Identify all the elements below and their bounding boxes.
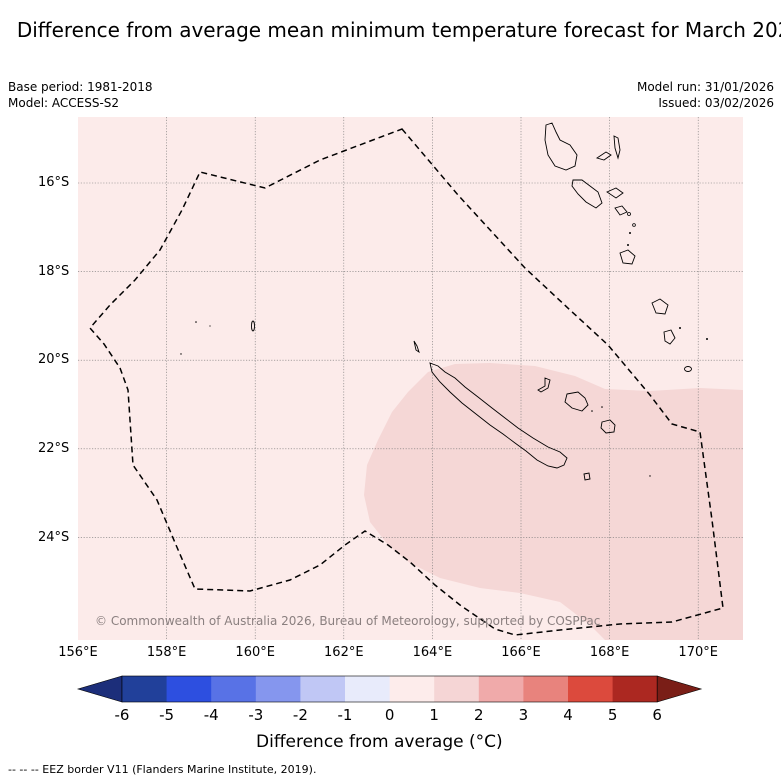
- tanna: [663, 329, 676, 345]
- lat-label-22s: 22°S: [38, 441, 70, 456]
- belep-islands: [413, 340, 420, 354]
- small-islet: [679, 327, 681, 329]
- colorbar-segment: [389, 676, 435, 702]
- colorbar-extend-low: [76, 675, 123, 703]
- eez-legend-note: -- -- -- EEZ border V11 (Flanders Marine…: [8, 763, 317, 776]
- colorbar: [76, 675, 703, 703]
- lon-label-156e: 156°E: [58, 645, 98, 660]
- colorbar-outline: [121, 675, 658, 703]
- lat-label-24s: 24°S: [38, 530, 70, 545]
- colorbar-tick-label: 0: [384, 706, 395, 724]
- small-islet: [649, 475, 651, 477]
- maewo-pentecost: [613, 135, 621, 160]
- malekula: [571, 179, 603, 209]
- meta-left: Base period: 1981-2018 Model: ACCESS-S2: [8, 79, 153, 111]
- espiritu-santo: [544, 122, 578, 171]
- aneityum: [684, 366, 692, 372]
- erromango: [651, 298, 669, 315]
- small-islet: [627, 244, 629, 246]
- ambrym: [606, 187, 624, 199]
- efate: [619, 249, 636, 265]
- lat-label-16s: 16°S: [38, 175, 70, 190]
- colorbar-segment: [122, 676, 168, 702]
- colorbar-segment: [434, 676, 480, 702]
- colorbar-tick-label: -2: [292, 706, 308, 724]
- colorbar-segment: [300, 676, 346, 702]
- issued-date: Issued: 03/02/2026: [658, 96, 774, 110]
- colorbar-segment: [523, 676, 569, 702]
- small-islet: [632, 223, 636, 227]
- small-islet: [706, 338, 708, 340]
- lon-label-164e: 164°E: [412, 645, 453, 660]
- lon-label-168e: 168°E: [589, 645, 630, 660]
- ambae: [595, 151, 612, 161]
- colorbar-segment: [255, 676, 301, 702]
- mare-island: [600, 419, 616, 434]
- epi-shepherd: [614, 205, 628, 216]
- model-run: Model run: 31/01/2026: [636, 80, 774, 94]
- lon-label-158e: 158°E: [146, 645, 187, 660]
- lat-label-20s: 20°S: [38, 352, 70, 367]
- colorbar-extend-high: [656, 675, 703, 703]
- colorbar-tick-label: 3: [518, 706, 529, 724]
- model-name: Model: ACCESS-S2: [8, 96, 120, 110]
- small-islet: [591, 410, 593, 412]
- colorbar-segment: [211, 676, 257, 702]
- gridlines: [78, 117, 743, 640]
- small-islet: [629, 232, 631, 234]
- anomaly-region-1-2C: [364, 363, 743, 640]
- colorbar-title: Difference from average (°C): [256, 732, 503, 752]
- small-islet: [627, 212, 631, 216]
- colorbar-segment: [166, 676, 212, 702]
- new-caledonia-main-island: [429, 362, 568, 469]
- colorbar-tick-label: 4: [563, 706, 573, 724]
- lon-label-170e: 170°E: [678, 645, 718, 660]
- lon-label-166e: 166°E: [501, 645, 541, 660]
- eez-border: [89, 128, 724, 636]
- small-islet: [195, 321, 197, 323]
- copyright-notice: © Commonwealth of Australia 2026, Bureau…: [95, 614, 601, 628]
- isle-of-pines: [583, 472, 591, 481]
- lon-label-162e: 162°E: [324, 645, 364, 660]
- chart-title: Difference from average mean minimum tem…: [16, 18, 781, 42]
- colorbar-tick-label: -6: [114, 706, 130, 724]
- colorbar-segment: [345, 676, 391, 702]
- small-islet: [251, 320, 255, 332]
- colorbar-tick-label: -1: [337, 706, 353, 724]
- base-period: Base period: 1981-2018: [8, 80, 153, 94]
- small-islet: [601, 406, 603, 408]
- colorbar-tick-label: 6: [652, 706, 662, 724]
- colorbar-segment: [612, 676, 658, 702]
- lifou-island: [564, 391, 589, 412]
- colorbar-tick-label: -4: [203, 706, 219, 724]
- small-islet: [180, 353, 182, 355]
- meta-right: Model run: 31/01/2026 Issued: 03/02/2026: [637, 79, 774, 111]
- small-islet: [209, 325, 211, 327]
- colorbar-tick-label: -5: [159, 706, 175, 724]
- colorbar-segment: [568, 676, 614, 702]
- lon-label-160e: 160°E: [235, 645, 275, 660]
- colorbar-tick-label: 1: [429, 706, 439, 724]
- ouvea-island: [537, 377, 551, 393]
- lat-label-18s: 18°S: [38, 264, 70, 279]
- colorbar-tick-label: 5: [607, 706, 618, 724]
- colorbar-tick-label: -3: [248, 706, 264, 724]
- colorbar-tick-label: 2: [474, 706, 484, 724]
- colorbar-segment: [478, 676, 524, 702]
